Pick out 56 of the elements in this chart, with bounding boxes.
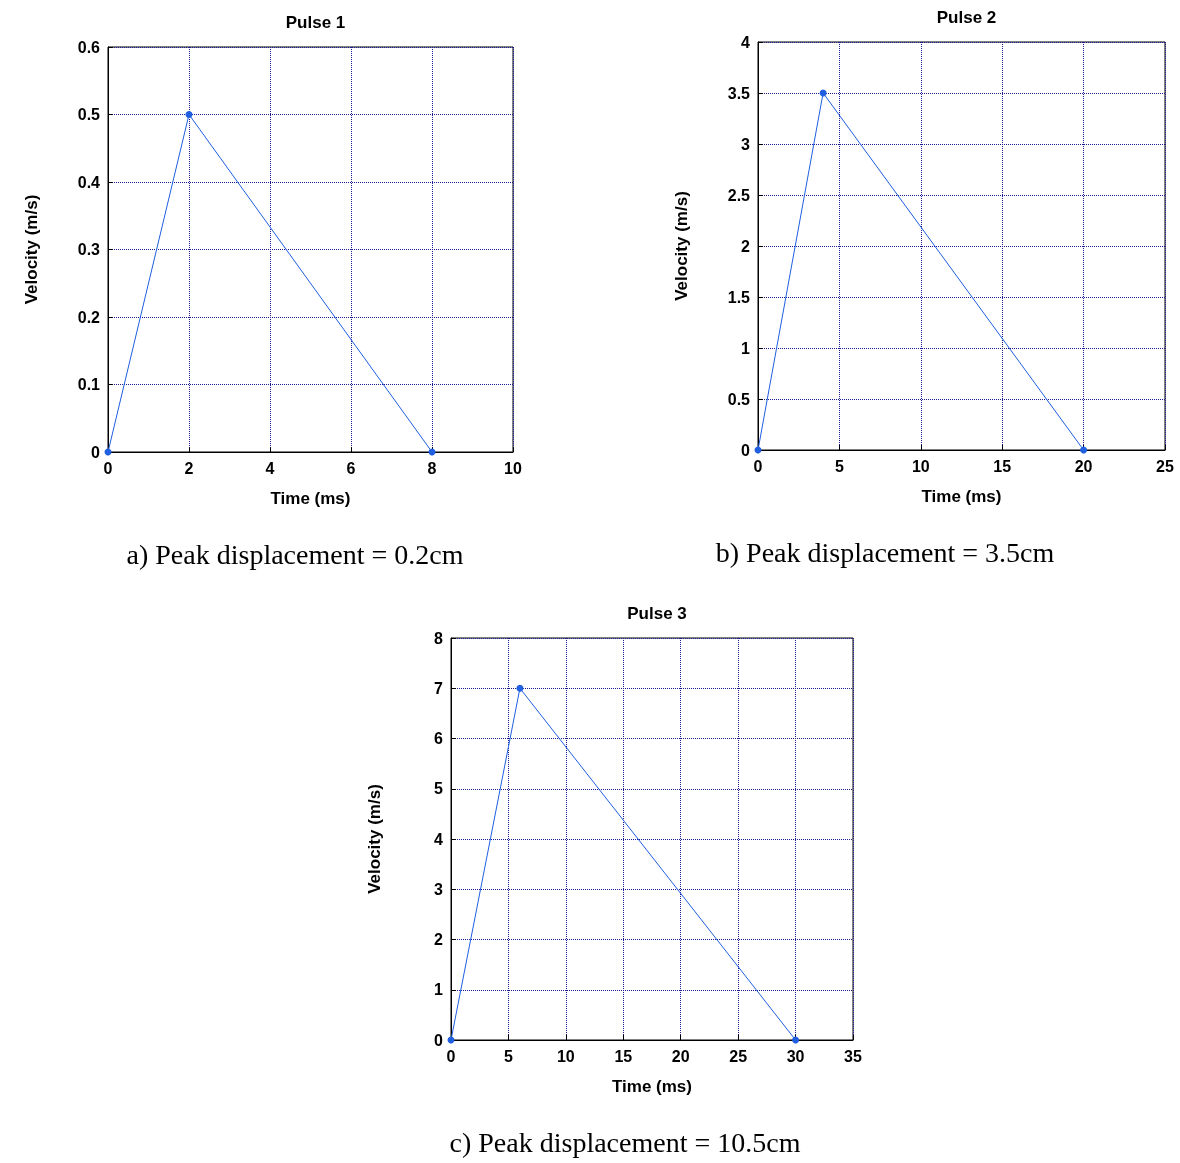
y-tick-label: 0.2 [77, 308, 101, 326]
y-axis-title: Velocity (m/s) [365, 784, 384, 894]
x-tick-label: 6 [346, 459, 356, 477]
y-tick-label: 3.5 [727, 84, 751, 102]
y-tick-label: 1 [741, 339, 751, 357]
x-tick-label: 2 [184, 459, 194, 477]
y-tick-label: 2.5 [727, 186, 751, 204]
y-tick-label: 0.1 [77, 376, 101, 393]
x-tick-label: 5 [834, 457, 844, 475]
x-tick-label: 15 [993, 457, 1012, 475]
x-axis-title: Time (ms) [921, 487, 1002, 506]
y-tick-label: 8 [434, 629, 444, 647]
x-tick-label: 35 [844, 1047, 862, 1065]
y-tick-label: 0 [91, 443, 101, 461]
y-tick-label: 4 [741, 33, 751, 51]
y-axis-title: Velocity (m/s) [672, 191, 691, 301]
y-tick-label: 0.6 [77, 38, 101, 56]
y-tick-label: 0.4 [77, 173, 101, 191]
y-tick-label: 2 [434, 931, 444, 948]
y-tick-label: 0.5 [727, 390, 751, 408]
x-tick-label: 0 [103, 459, 113, 477]
x-axis-title: Time (ms) [270, 489, 351, 508]
y-tick-label: 0 [741, 441, 751, 459]
x-tick-label: 0 [753, 457, 763, 475]
y-tick-label: 6 [434, 730, 444, 747]
y-tick-label: 1 [434, 981, 444, 999]
y-axis-title: Velocity (m/s) [22, 194, 41, 305]
x-tick-label: 25 [729, 1047, 748, 1065]
x-axis-title: Time (ms) [612, 1077, 692, 1096]
y-tick-label: 2 [741, 237, 751, 255]
y-tick-label: 5 [434, 780, 444, 798]
y-tick-label: 0 [434, 1031, 444, 1049]
x-tick-label: 25 [1156, 457, 1174, 475]
x-tick-label: 15 [614, 1047, 633, 1065]
y-tick-label: 3 [434, 880, 444, 898]
x-tick-label: 5 [503, 1047, 513, 1065]
chart-title: Pulse 3 [627, 604, 687, 623]
text: c) Peak displacement = 10.5cm [449, 1126, 801, 1158]
x-tick-label: 10 [504, 459, 522, 477]
x-tick-label: 20 [671, 1047, 690, 1065]
x-tick-label: 10 [911, 457, 930, 475]
y-tick-label: 4 [434, 830, 444, 848]
x-tick-label: 20 [1074, 457, 1093, 475]
x-tick-label: 4 [265, 459, 275, 477]
chart-title: Pulse 1 [285, 13, 346, 32]
text: b) Peak displacement = 3.5cm [715, 536, 1055, 568]
y-tick-label: 0.3 [77, 241, 101, 258]
chart-title: Pulse 2 [936, 8, 997, 27]
y-tick-label: 7 [434, 679, 444, 697]
x-tick-label: 30 [786, 1047, 805, 1065]
text: a) Peak displacement = 0.2cm [126, 538, 464, 570]
x-tick-label: 10 [556, 1047, 575, 1065]
y-tick-label: 0.5 [77, 106, 101, 123]
x-tick-label: 0 [446, 1047, 456, 1065]
y-tick-label: 3 [741, 135, 751, 153]
y-tick-label: 1.5 [727, 288, 751, 306]
